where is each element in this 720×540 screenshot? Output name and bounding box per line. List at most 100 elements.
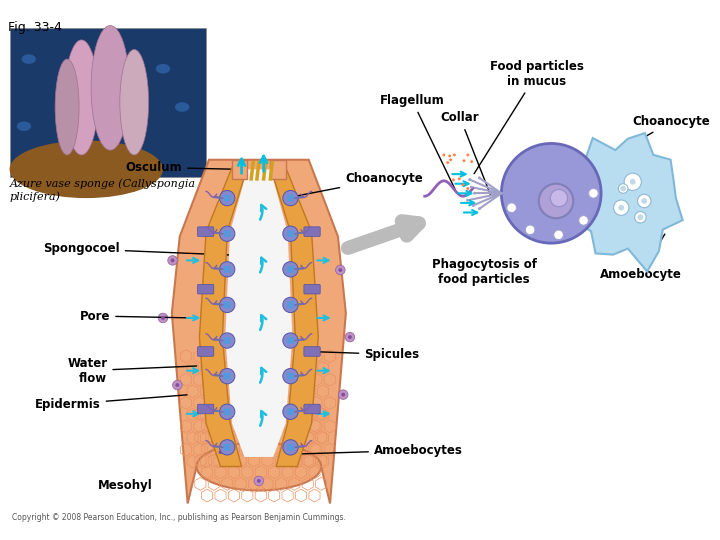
- Circle shape: [338, 390, 348, 400]
- Circle shape: [161, 316, 165, 320]
- Circle shape: [348, 335, 352, 339]
- FancyBboxPatch shape: [287, 337, 294, 344]
- Circle shape: [219, 450, 222, 454]
- Polygon shape: [270, 167, 318, 467]
- Text: Amoebocytes: Amoebocytes: [298, 444, 463, 457]
- Text: Azure vase sponge (Callyspongia
plicifera): Azure vase sponge (Callyspongia plicifer…: [9, 179, 196, 202]
- Circle shape: [448, 154, 451, 157]
- Circle shape: [287, 447, 297, 457]
- Circle shape: [462, 159, 465, 162]
- Circle shape: [470, 186, 473, 188]
- Circle shape: [220, 404, 235, 420]
- Circle shape: [613, 200, 629, 215]
- Circle shape: [173, 380, 182, 390]
- FancyBboxPatch shape: [224, 231, 230, 237]
- Circle shape: [158, 313, 168, 323]
- FancyBboxPatch shape: [197, 227, 214, 237]
- FancyBboxPatch shape: [197, 347, 214, 356]
- Text: Osculum: Osculum: [125, 161, 237, 174]
- Circle shape: [453, 153, 456, 157]
- Circle shape: [470, 160, 473, 163]
- Circle shape: [618, 205, 624, 211]
- Circle shape: [579, 215, 588, 225]
- Ellipse shape: [91, 25, 130, 150]
- Polygon shape: [225, 170, 292, 457]
- Text: Amoebocyte: Amoebocyte: [600, 234, 681, 281]
- Text: Water
flow: Water flow: [67, 356, 197, 384]
- FancyBboxPatch shape: [197, 404, 214, 414]
- FancyBboxPatch shape: [287, 195, 294, 201]
- Circle shape: [642, 198, 647, 204]
- Circle shape: [501, 144, 601, 243]
- Circle shape: [220, 262, 235, 277]
- Circle shape: [283, 191, 298, 206]
- FancyBboxPatch shape: [197, 285, 214, 294]
- Circle shape: [589, 188, 598, 198]
- FancyBboxPatch shape: [224, 373, 230, 380]
- Polygon shape: [270, 160, 286, 179]
- FancyBboxPatch shape: [9, 29, 206, 177]
- Ellipse shape: [9, 140, 163, 198]
- Circle shape: [254, 476, 264, 485]
- Circle shape: [630, 179, 636, 185]
- Circle shape: [550, 190, 567, 207]
- Ellipse shape: [65, 40, 98, 155]
- Ellipse shape: [55, 59, 79, 155]
- Text: Collar: Collar: [441, 111, 491, 195]
- FancyBboxPatch shape: [304, 347, 320, 356]
- FancyBboxPatch shape: [304, 285, 320, 294]
- Circle shape: [220, 368, 235, 384]
- Circle shape: [637, 214, 643, 220]
- FancyBboxPatch shape: [287, 266, 294, 273]
- Circle shape: [634, 212, 646, 223]
- Circle shape: [220, 191, 235, 206]
- Circle shape: [171, 259, 174, 262]
- Text: Spicules: Spicules: [312, 348, 420, 361]
- Text: Phagocytosis of
food particles: Phagocytosis of food particles: [431, 259, 536, 287]
- Circle shape: [473, 192, 476, 195]
- Circle shape: [620, 186, 626, 191]
- Text: Flagellum: Flagellum: [380, 94, 455, 190]
- Circle shape: [452, 178, 455, 181]
- Ellipse shape: [22, 55, 36, 64]
- Circle shape: [478, 207, 481, 210]
- Circle shape: [290, 450, 294, 454]
- FancyBboxPatch shape: [287, 231, 294, 237]
- Circle shape: [554, 230, 563, 240]
- Circle shape: [467, 153, 469, 157]
- Text: Spongocoel: Spongocoel: [43, 242, 242, 255]
- Circle shape: [220, 440, 235, 455]
- Ellipse shape: [175, 102, 189, 112]
- Circle shape: [345, 332, 355, 342]
- FancyBboxPatch shape: [224, 337, 230, 344]
- Circle shape: [168, 255, 177, 265]
- Circle shape: [176, 383, 179, 387]
- FancyBboxPatch shape: [304, 227, 320, 237]
- Circle shape: [637, 194, 651, 208]
- Circle shape: [462, 183, 464, 186]
- FancyBboxPatch shape: [224, 408, 230, 415]
- Circle shape: [507, 203, 516, 213]
- Text: Mesohyl: Mesohyl: [98, 479, 153, 492]
- Circle shape: [257, 479, 261, 483]
- Text: Choanocyte: Choanocyte: [289, 172, 423, 198]
- Circle shape: [336, 265, 345, 275]
- Circle shape: [458, 178, 461, 180]
- Circle shape: [589, 188, 598, 198]
- Circle shape: [283, 404, 298, 420]
- Circle shape: [216, 447, 225, 457]
- Circle shape: [283, 297, 298, 313]
- Circle shape: [341, 393, 345, 396]
- FancyBboxPatch shape: [287, 301, 294, 308]
- Circle shape: [283, 440, 298, 455]
- Circle shape: [472, 204, 474, 207]
- FancyBboxPatch shape: [287, 444, 294, 451]
- Ellipse shape: [197, 443, 321, 490]
- Circle shape: [283, 368, 298, 384]
- Circle shape: [442, 153, 445, 157]
- Circle shape: [283, 226, 298, 241]
- Circle shape: [220, 333, 235, 348]
- FancyBboxPatch shape: [304, 404, 320, 414]
- Circle shape: [283, 262, 298, 277]
- FancyBboxPatch shape: [287, 408, 294, 415]
